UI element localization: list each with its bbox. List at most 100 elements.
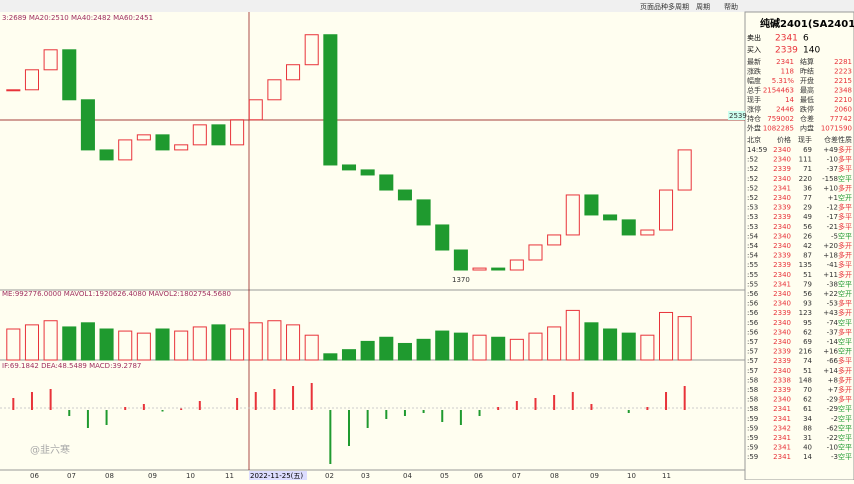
macd-bar — [366, 410, 369, 428]
tick-cell: -66 — [827, 357, 839, 365]
tick-cell: 2340 — [773, 232, 791, 240]
tick-cell: -3 — [831, 453, 838, 461]
tick-cell: 93 — [803, 300, 812, 308]
tick-cell: :53 — [747, 213, 758, 221]
tick-cell: 空平 — [838, 174, 852, 183]
candle — [584, 194, 599, 216]
tick-cell: 多平 — [838, 222, 852, 231]
tick-cell: 2339 — [773, 357, 791, 365]
tick-cell: :52 — [747, 156, 758, 164]
quote-cell: 1082285 — [763, 125, 794, 133]
tick-cell: 多开 — [838, 308, 852, 317]
tick-cell: 2340 — [773, 300, 791, 308]
tick-cell: 79 — [803, 280, 812, 288]
volume-bar — [118, 330, 133, 361]
volume-bar — [304, 334, 319, 361]
tick-cell: 空平 — [838, 318, 852, 327]
quote-cell: 1071590 — [821, 125, 852, 133]
candle — [547, 234, 562, 246]
macd-bar — [49, 389, 52, 410]
tick-cell: :57 — [747, 338, 758, 346]
candle — [24, 69, 39, 91]
volume-bar — [416, 338, 431, 361]
macd-bar — [105, 410, 108, 425]
macd-bar — [254, 392, 257, 410]
tick-cell: 2339 — [773, 204, 791, 212]
macd-bar — [124, 407, 127, 410]
macd-bar — [403, 410, 406, 416]
tick-cell: 2340 — [773, 290, 791, 298]
tick-header: 仓差 — [824, 135, 838, 144]
candle — [192, 124, 207, 146]
tick-cell: :56 — [747, 319, 759, 327]
candle — [528, 244, 543, 261]
candle — [640, 229, 655, 236]
quote-cell: 2446 — [776, 106, 794, 114]
tick-cell: 多平 — [838, 356, 852, 365]
volume-bar — [360, 340, 375, 361]
tick-cell: 2339 — [773, 386, 791, 394]
candle — [118, 139, 133, 161]
candle — [435, 224, 450, 251]
macd-bar — [553, 395, 556, 410]
x-label: 09 — [148, 472, 157, 480]
tick-cell: 2340 — [773, 271, 791, 279]
tick-cell: 111 — [799, 156, 812, 164]
tick-cell: +49 — [823, 146, 838, 154]
tick-cell: 56 — [803, 223, 812, 231]
volume-bar — [472, 334, 487, 361]
tick-cell: 2340 — [773, 338, 791, 346]
macd-bar — [515, 401, 518, 410]
macd-bar — [385, 410, 388, 419]
tick-cell: 69 — [803, 338, 812, 346]
tick-cell: 空开 — [838, 193, 852, 202]
tick-cell: 多平 — [838, 299, 852, 308]
tick-cell: 95 — [803, 319, 812, 327]
tick-cell: 2340 — [773, 146, 791, 154]
macd-bar — [86, 410, 89, 428]
tick-cell: 2339 — [773, 348, 791, 356]
tick-cell: :59 — [747, 453, 758, 461]
tick-cell: -37 — [827, 328, 838, 336]
macd-bar — [497, 407, 500, 410]
candle — [80, 99, 95, 151]
tick-cell: :53 — [747, 223, 758, 231]
tick-cell: 2341 — [773, 184, 791, 192]
macd-bar — [478, 410, 481, 416]
macd-bar — [68, 410, 71, 416]
candle — [621, 219, 636, 236]
volume-bar — [584, 322, 599, 361]
tick-cell: 多开 — [838, 375, 852, 384]
toolbar-item: 页面品种 — [640, 2, 668, 11]
quote-cell: 涨跌 — [747, 67, 761, 76]
tick-cell: -14 — [827, 338, 839, 346]
volume-bar — [24, 324, 39, 361]
quote-cell: 2060 — [834, 106, 852, 114]
candle — [136, 134, 151, 141]
volume-bar — [136, 332, 151, 361]
tick-cell: -17 — [827, 213, 838, 221]
macd-label: IF:69.1842 DEA:48.5489 MACD:39.2787 — [2, 362, 141, 370]
tick-cell: 空开 — [838, 289, 852, 298]
tick-cell: 49 — [803, 213, 812, 221]
quote-cell: 最新 — [747, 57, 761, 66]
volume-bar — [323, 353, 338, 361]
macd-bar — [236, 398, 239, 410]
tick-cell: 34 — [803, 415, 812, 423]
volume-bar — [248, 322, 263, 361]
quote-cell: 结算 — [800, 57, 814, 66]
tick-cell: 2339 — [773, 213, 791, 221]
tick-cell: 2340 — [773, 319, 791, 327]
tick-cell: 2341 — [773, 280, 791, 288]
candle — [211, 124, 226, 146]
tick-cell: -62 — [827, 424, 838, 432]
tick-cell: 51 — [803, 367, 812, 375]
tick-cell: 62 — [803, 328, 812, 336]
x-label: 07 — [67, 472, 76, 480]
tick-cell: 31 — [803, 434, 812, 442]
tick-cell: -2 — [831, 415, 838, 423]
macd-bar — [348, 410, 350, 446]
candle — [248, 99, 263, 121]
candle — [565, 194, 580, 236]
